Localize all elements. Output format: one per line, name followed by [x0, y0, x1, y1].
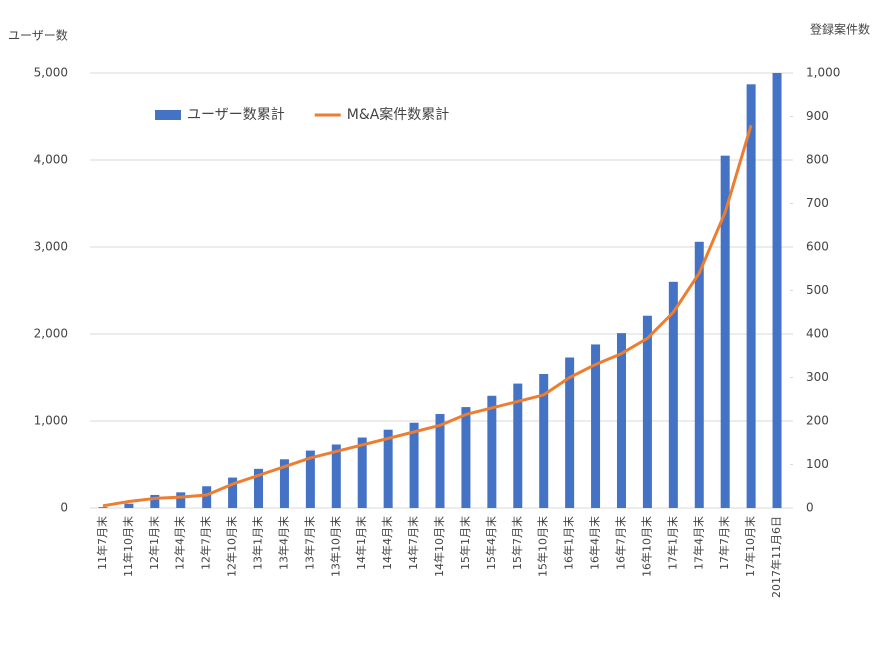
- bar: [383, 429, 393, 508]
- x-tick-label: 11年7月末: [95, 516, 109, 570]
- x-tick-label: 14年10月末: [432, 516, 446, 577]
- bar: [202, 486, 212, 508]
- bar: [176, 492, 186, 508]
- bar: [461, 407, 471, 508]
- x-tick-label: 14年7月末: [406, 516, 420, 570]
- y2-tick-label: 500: [806, 283, 829, 297]
- y2-tick-label: 900: [806, 109, 829, 123]
- y-tick-label: 0: [60, 501, 68, 515]
- y2-tick-label: 800: [806, 153, 829, 167]
- x-tick-label: 11年10月末: [121, 516, 135, 577]
- y2-tick-label: 1,000: [806, 66, 840, 80]
- x-tick-label: 16年1月末: [562, 516, 576, 570]
- x-tick-label: 16年4月末: [588, 516, 602, 570]
- y2-tick-label: 300: [806, 370, 829, 384]
- x-tick-label: 12年10月末: [225, 516, 239, 577]
- bar: [694, 241, 704, 508]
- bar: [279, 459, 289, 508]
- y-tick-label: 4,000: [34, 153, 68, 167]
- bar: [98, 507, 108, 508]
- bar: [150, 494, 160, 508]
- x-tick-label: 13年10月末: [328, 516, 342, 577]
- legend-swatch: [155, 110, 181, 120]
- y2-tick-label: 700: [806, 196, 829, 210]
- bar: [435, 414, 445, 508]
- y2-tick-label: 0: [806, 501, 814, 515]
- x-tick-label: 17年7月末: [717, 516, 731, 570]
- bar: [668, 281, 678, 508]
- bar: [254, 468, 264, 508]
- x-tick-label: 2017年11月6日: [769, 516, 783, 598]
- x-tick-label: 15年1月末: [458, 516, 472, 570]
- bar: [409, 422, 419, 508]
- bar: [357, 437, 367, 508]
- line: [102, 124, 753, 508]
- legend-label: ユーザー数累計: [187, 107, 285, 123]
- bar: [642, 315, 652, 508]
- bar: [720, 155, 730, 508]
- y-tick-label: 3,000: [34, 240, 68, 254]
- y-tick-label: 5,000: [34, 66, 68, 80]
- x-tick-label: 12年4月末: [173, 516, 187, 570]
- y-tick-label: 2,000: [34, 327, 68, 341]
- bar: [513, 383, 523, 508]
- x-tick-label: 14年4月末: [380, 516, 394, 570]
- x-tick-label: 15年10月末: [536, 516, 550, 577]
- x-tick-label: 17年10月末: [743, 516, 757, 577]
- x-tick-label: 17年1月末: [665, 516, 679, 570]
- y-tick-label: 1,000: [34, 414, 68, 428]
- bar: [591, 344, 601, 508]
- bar: [772, 73, 782, 508]
- y2-axis-title: 登録案件数: [810, 22, 870, 37]
- y-axis-title: ユーザー数: [8, 28, 68, 43]
- x-tick-label: 13年4月末: [276, 516, 290, 570]
- x-tick-label: 15年4月末: [484, 516, 498, 570]
- y2-tick-label: 400: [806, 327, 829, 341]
- x-tick-label: 12年7月末: [199, 516, 213, 570]
- y2-tick-label: 100: [806, 457, 829, 471]
- bar: [331, 444, 341, 508]
- x-tick-label: 12年1月末: [147, 516, 161, 570]
- y2-tick-label: 600: [806, 240, 829, 254]
- bar: [565, 357, 575, 508]
- x-tick-label: 13年1月末: [251, 516, 265, 570]
- bar: [124, 503, 134, 508]
- bar: [305, 450, 315, 508]
- bar: [228, 477, 238, 508]
- x-tick-label: 16年10月末: [639, 516, 653, 577]
- x-tick-label: 15年7月末: [510, 516, 524, 570]
- y2-tick-label: 200: [806, 414, 829, 428]
- x-tick-label: 13年7月末: [302, 516, 316, 570]
- bar: [487, 395, 497, 508]
- x-tick-label: 17年4月末: [691, 516, 705, 570]
- bar: [746, 84, 756, 508]
- x-tick-label: 14年1月末: [354, 516, 368, 570]
- bar: [539, 374, 549, 508]
- legend-label: M&A案件数累計: [347, 106, 450, 123]
- bar: [616, 333, 626, 508]
- x-tick-label: 16年7月末: [613, 516, 627, 570]
